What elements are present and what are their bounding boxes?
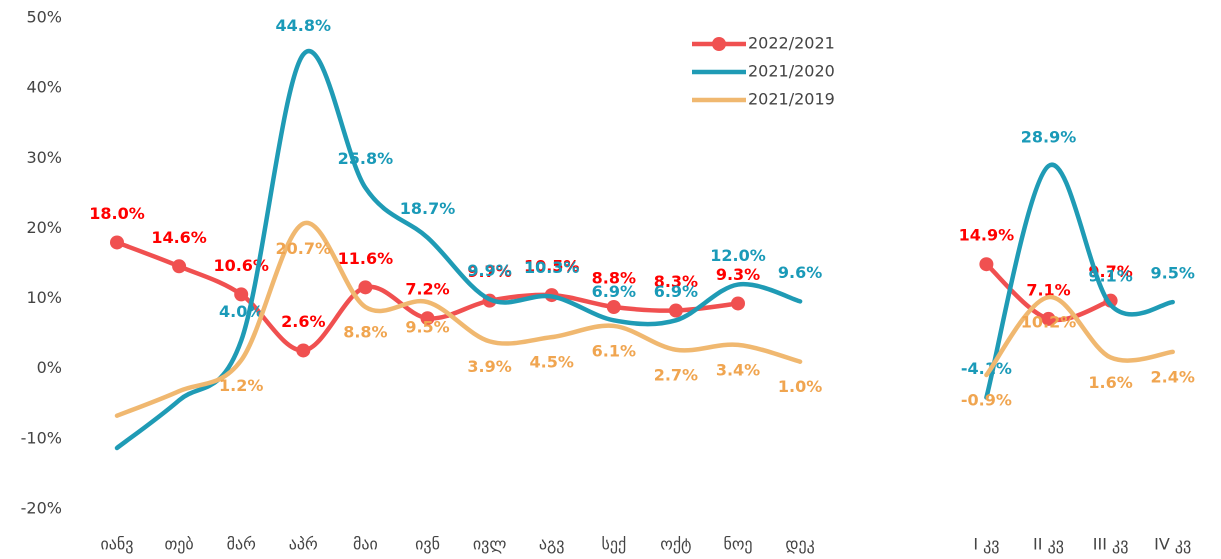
value-label: 10.2% [1021,313,1077,332]
x-tick-label: IV კვ [1154,535,1191,554]
value-label: 6.9% [654,282,698,301]
x-tick-label: აგვ [539,535,565,554]
value-label: 9.9% [467,261,511,280]
value-label: 9.6% [778,263,822,282]
value-label: 4.5% [530,353,574,372]
value-label: 3.4% [716,360,760,379]
x-tick-label: მარ [227,535,256,554]
x-tick-label: I კვ [973,535,999,554]
value-label: 11.6% [338,249,394,268]
point-marker [668,303,683,318]
value-label: 7.2% [405,280,449,299]
y-tick-label: 0% [37,358,62,377]
point-marker [1041,311,1056,326]
value-label: 14.6% [151,228,207,247]
value-label: 1.2% [219,376,263,395]
value-label: 18.0% [89,204,145,223]
legend-label: 2021/2019 [748,90,835,109]
y-tick-label: 50% [26,8,62,27]
legend-label: 2021/2020 [748,62,835,81]
value-label: 44.8% [276,16,332,35]
point-marker [234,287,249,302]
value-label: 9.1% [1088,266,1132,285]
legend-marker [712,37,726,51]
point-marker [110,235,124,250]
value-label: 4.0% [219,302,263,321]
value-label: -0.9% [961,391,1012,410]
value-label: 14.9% [959,226,1015,245]
x-tick-label: III კვ [1093,535,1129,554]
point-marker [172,259,187,274]
y-tick-label: 40% [26,78,62,97]
x-tick-label: ნოე [723,535,752,554]
value-label: 9.5% [405,318,449,337]
x-tick-label: იანვ [101,535,134,554]
x-tick-label: ივნ [415,535,440,554]
value-label: 12.0% [710,246,766,265]
value-label: 10.6% [213,256,269,275]
point-marker [731,296,745,311]
point-marker [420,311,435,326]
x-tick-label: სექ [601,535,626,554]
value-label: 20.7% [276,239,332,258]
y-tick-label: 30% [26,148,62,167]
value-label: 28.9% [1021,128,1077,147]
value-label: 6.9% [592,282,636,301]
value-label: 7.1% [1026,280,1070,299]
y-tick-label: 10% [26,288,62,307]
x-tick-label: II კვ [1033,535,1064,554]
value-label: 9.7% [467,262,511,281]
value-label: 9.5% [1151,264,1195,283]
x-tick-label: ოქტ [660,535,691,554]
point-marker [358,280,373,295]
value-label: 6.1% [592,341,636,360]
value-label: 8.8% [592,268,636,287]
value-label: 18.7% [400,199,456,218]
value-label: 2.7% [654,365,698,384]
value-label: 9.3% [716,265,760,284]
value-label: -4.1% [961,359,1012,378]
value-label: 10.3% [524,258,580,277]
series-line [114,49,1175,451]
value-label: 1.0% [778,377,822,396]
y-tick-label: 20% [26,218,62,237]
point-marker [606,299,621,314]
value-label: 8.8% [343,322,387,341]
value-label: 3.9% [467,357,511,376]
value-label: 25.8% [338,149,394,168]
legend-label: 2022/2021 [748,34,835,53]
value-label: 1.6% [1088,373,1132,392]
x-tick-label: მაი [353,535,378,554]
value-label: 2.4% [1151,367,1195,386]
point-marker [979,257,994,272]
value-label: 8.3% [654,272,698,291]
x-tick-label: ივლ [473,535,507,554]
x-tick-label: თებ [164,535,193,554]
point-marker [296,343,311,358]
x-tick-label: აპრ [289,535,318,554]
value-label: 2.6% [281,312,325,331]
value-label: 10.5% [524,257,580,276]
series-line [114,220,1175,418]
y-tick-label: -20% [21,499,62,518]
y-tick-label: -10% [21,428,62,447]
value-label: 9.7% [1088,262,1132,281]
x-tick-label: დეკ [785,535,814,554]
